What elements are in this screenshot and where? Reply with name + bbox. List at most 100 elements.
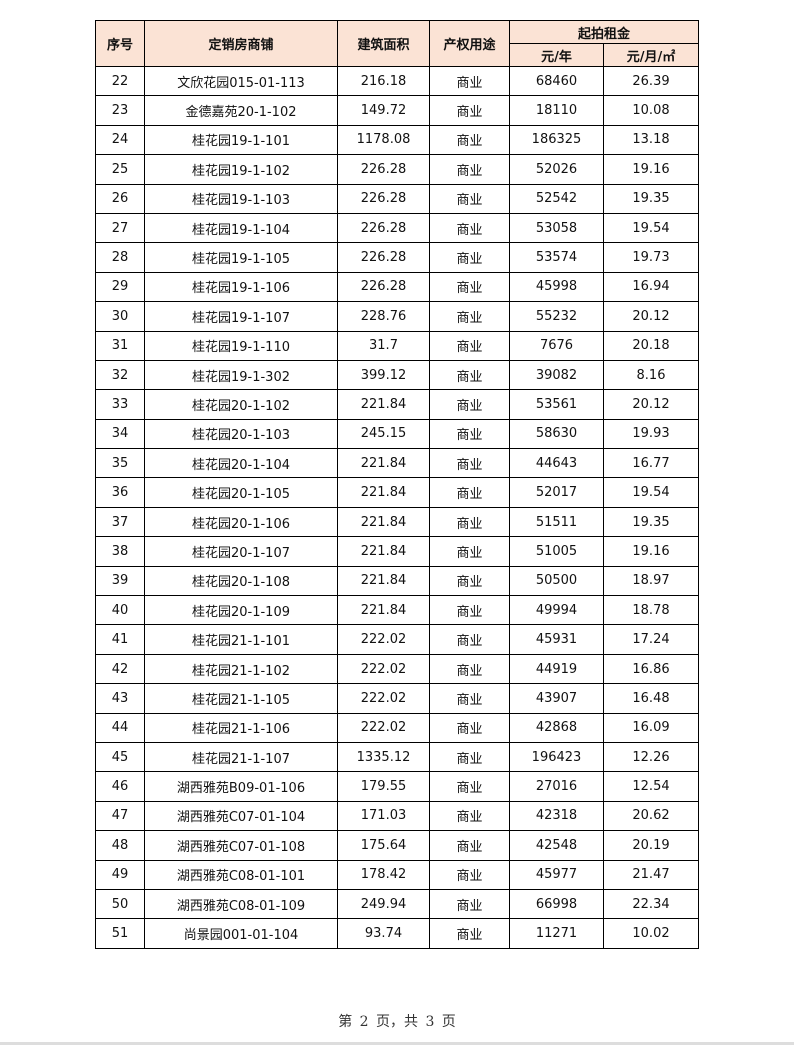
table-row: 22 文欣花园015-01-113 216.18 商业 68460 26.39	[95, 65, 700, 97]
cell-shop: 文欣花园015-01-113	[144, 65, 338, 97]
table-row: 35 桂花园20-1-104 221.84 商业 44643 16.77	[95, 448, 700, 479]
cell-rent-month-sqm: 19.54	[602, 212, 700, 244]
cell-rent-month-sqm: 20.12	[602, 301, 700, 332]
cell-usage: 商业	[429, 448, 510, 479]
cell-rent-month-sqm: 21.47	[602, 859, 700, 890]
cell-rent-month-sqm: 16.94	[602, 271, 700, 303]
cell-area: 221.84	[337, 448, 430, 479]
cell-rent-month-sqm: 13.18	[602, 124, 700, 156]
cell-usage: 商业	[429, 506, 510, 538]
cell-seq: 29	[95, 271, 145, 303]
cell-area: 226.28	[337, 242, 430, 273]
cell-seq: 32	[95, 359, 145, 391]
cell-usage: 商业	[429, 918, 510, 949]
cell-usage: 商业	[429, 124, 510, 156]
cell-usage: 商业	[429, 653, 510, 685]
cell-rent-year: 196423	[509, 741, 604, 773]
cell-area: 93.74	[337, 918, 430, 949]
cell-rent-year: 42548	[509, 830, 604, 861]
cell-rent-month-sqm: 20.12	[602, 389, 700, 420]
cell-rent-month-sqm: 19.16	[602, 536, 700, 567]
table-row: 26 桂花园19-1-103 226.28 商业 52542 19.35	[95, 183, 700, 214]
cell-shop: 桂花园20-1-103	[144, 418, 338, 450]
cell-rent-year: 18110	[509, 95, 604, 126]
cell-area: 179.55	[337, 771, 430, 802]
cell-rent-month-sqm: 17.24	[602, 624, 700, 655]
cell-rent-month-sqm: 19.93	[602, 418, 700, 450]
cell-rent-year: 53561	[509, 389, 604, 420]
cell-rent-month-sqm: 19.16	[602, 154, 700, 185]
cell-shop: 桂花园19-1-110	[144, 330, 338, 361]
cell-usage: 商业	[429, 389, 510, 420]
cell-seq: 50	[95, 888, 145, 920]
cell-rent-month-sqm: 19.35	[602, 506, 700, 538]
cell-rent-month-sqm: 20.62	[602, 800, 700, 832]
cell-area: 149.72	[337, 95, 430, 126]
cell-area: 221.84	[337, 595, 430, 626]
cell-seq: 41	[95, 624, 145, 655]
table-row: 42 桂花园21-1-102 222.02 商业 44919 16.86	[95, 653, 700, 685]
cell-rent-year: 45998	[509, 271, 604, 303]
cell-usage: 商业	[429, 683, 510, 714]
table-row: 36 桂花园20-1-105 221.84 商业 52017 19.54	[95, 477, 700, 508]
cell-rent-year: 52026	[509, 154, 604, 185]
cell-rent-year: 49994	[509, 595, 604, 626]
cell-seq: 51	[95, 918, 145, 949]
cell-seq: 47	[95, 800, 145, 832]
table-row: 24 桂花园19-1-101 1178.08 商业 186325 13.18	[95, 124, 700, 156]
cell-seq: 40	[95, 595, 145, 626]
cell-usage: 商业	[429, 271, 510, 303]
cell-seq: 24	[95, 124, 145, 156]
cell-shop: 桂花园20-1-108	[144, 565, 338, 597]
cell-rent-month-sqm: 10.08	[602, 95, 700, 126]
cell-rent-month-sqm: 18.97	[602, 565, 700, 597]
cell-usage: 商业	[429, 712, 510, 743]
table-row: 45 桂花园21-1-107 1335.12 商业 196423 12.26	[95, 741, 700, 773]
cell-area: 226.28	[337, 271, 430, 303]
cell-area: 221.84	[337, 565, 430, 597]
cell-seq: 45	[95, 741, 145, 773]
cell-usage: 商业	[429, 212, 510, 244]
cell-shop: 桂花园19-1-302	[144, 359, 338, 391]
cell-rent-year: 55232	[509, 301, 604, 332]
table-row: 37 桂花园20-1-106 221.84 商业 51511 19.35	[95, 506, 700, 538]
cell-seq: 48	[95, 830, 145, 861]
cell-shop: 桂花园20-1-107	[144, 536, 338, 567]
cell-shop: 桂花园20-1-105	[144, 477, 338, 508]
cell-shop: 湖西雅苑C07-01-104	[144, 800, 338, 832]
cell-seq: 30	[95, 301, 145, 332]
cell-seq: 44	[95, 712, 145, 743]
cell-area: 222.02	[337, 624, 430, 655]
cell-seq: 27	[95, 212, 145, 244]
cell-rent-month-sqm: 20.18	[602, 330, 700, 361]
cell-usage: 商业	[429, 154, 510, 185]
cell-rent-month-sqm: 19.54	[602, 477, 700, 508]
cell-seq: 34	[95, 418, 145, 450]
cell-usage: 商业	[429, 624, 510, 655]
cell-area: 175.64	[337, 830, 430, 861]
cell-shop: 桂花园19-1-105	[144, 242, 338, 273]
table-row: 51 尚景园001-01-104 93.74 商业 11271 10.02	[95, 918, 700, 949]
cell-area: 245.15	[337, 418, 430, 450]
cell-rent-year: 44919	[509, 653, 604, 685]
cell-shop: 桂花园19-1-107	[144, 301, 338, 332]
table-row: 33 桂花园20-1-102 221.84 商业 53561 20.12	[95, 389, 700, 420]
table-row: 49 湖西雅苑C08-01-101 178.42 商业 45977 21.47	[95, 859, 700, 890]
page-divider	[0, 1042, 794, 1045]
cell-area: 228.76	[337, 301, 430, 332]
cell-shop: 湖西雅苑C07-01-108	[144, 830, 338, 861]
cell-usage: 商业	[429, 830, 510, 861]
cell-shop: 桂花园20-1-109	[144, 595, 338, 626]
cell-usage: 商业	[429, 595, 510, 626]
cell-rent-year: 44643	[509, 448, 604, 479]
cell-seq: 28	[95, 242, 145, 273]
header-per-month-sqm: 元/月/㎡	[602, 43, 700, 67]
cell-rent-year: 51005	[509, 536, 604, 567]
cell-seq: 46	[95, 771, 145, 802]
cell-shop: 桂花园20-1-102	[144, 389, 338, 420]
cell-usage: 商业	[429, 301, 510, 332]
table-row: 31 桂花园19-1-110 31.7 商业 7676 20.18	[95, 330, 700, 361]
cell-usage: 商业	[429, 565, 510, 597]
cell-rent-year: 52017	[509, 477, 604, 508]
cell-shop: 桂花园19-1-103	[144, 183, 338, 214]
